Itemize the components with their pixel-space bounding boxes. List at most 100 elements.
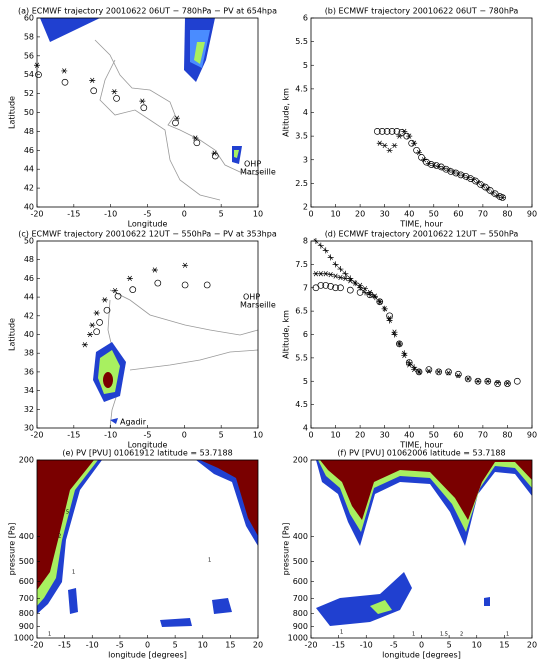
contour-label: 1 bbox=[412, 632, 415, 638]
x-tick-label: 20 bbox=[355, 431, 365, 440]
x-tick-label: 0 bbox=[145, 641, 150, 650]
y-tick-label: 4.5 bbox=[295, 84, 308, 93]
marker-circle bbox=[61, 78, 69, 86]
x-tick-label: -15 bbox=[332, 641, 345, 650]
x-tick-label: -15 bbox=[58, 641, 71, 650]
y-tick-label: 40 bbox=[24, 330, 34, 339]
x-tick-label: 0 bbox=[308, 210, 313, 219]
marker-star bbox=[386, 147, 393, 153]
marker-star bbox=[376, 299, 383, 305]
pv-blob bbox=[194, 42, 205, 64]
marker-star bbox=[342, 275, 349, 282]
marker-circle bbox=[393, 128, 401, 135]
marker-plus bbox=[322, 247, 329, 254]
coastline bbox=[129, 349, 259, 371]
y-tick-label: 800 bbox=[19, 609, 34, 618]
marker-circle bbox=[405, 359, 413, 366]
x-tick-label: 90 bbox=[527, 210, 537, 219]
marker-star bbox=[139, 98, 146, 104]
contour-label: 1 bbox=[48, 632, 51, 638]
pv-region bbox=[212, 598, 232, 614]
marker-circle bbox=[90, 87, 98, 95]
y-tick-label: 44 bbox=[24, 165, 34, 174]
marker-circle bbox=[193, 139, 201, 147]
y-tick-label: 5 bbox=[303, 61, 308, 70]
marker-circle bbox=[317, 282, 325, 289]
y-tick-label: 40 bbox=[24, 203, 34, 212]
marker-star bbox=[381, 142, 388, 149]
y-axis-label: pressure [Pa] bbox=[8, 523, 17, 576]
plot-frame bbox=[310, 17, 533, 208]
marker-star bbox=[332, 273, 339, 279]
contour-f-fill bbox=[316, 460, 532, 626]
y-tick-label: 60 bbox=[24, 14, 34, 23]
pv-region bbox=[320, 460, 532, 520]
y-tick-label: 3.5 bbox=[295, 132, 308, 141]
plot-frame bbox=[36, 240, 259, 429]
marker-plus bbox=[312, 238, 319, 244]
marker-star bbox=[101, 297, 108, 303]
marker-circle bbox=[346, 286, 354, 294]
plot-frame bbox=[310, 240, 533, 429]
x-tick-label: 20 bbox=[355, 210, 365, 219]
chart-title: (b) ECMWF trajectory 20010622 06UT − 780… bbox=[325, 7, 519, 16]
x-tick-label: -5 bbox=[116, 641, 124, 650]
y-tick-label: 4 bbox=[303, 424, 308, 433]
y-axis-label: Altitude, km bbox=[282, 88, 291, 137]
x-tick-label: -20 bbox=[304, 641, 317, 650]
y-tick-label: 8 bbox=[303, 237, 308, 246]
pv-blob bbox=[110, 418, 118, 424]
marker-star bbox=[151, 267, 158, 273]
y-tick-label: 2.5 bbox=[295, 179, 308, 188]
x-axis-label: longitude [degrees] bbox=[382, 651, 461, 660]
marker-star bbox=[192, 135, 199, 141]
marker-circle bbox=[454, 370, 462, 378]
y-tick-label: 30 bbox=[24, 424, 34, 433]
marker-circle bbox=[332, 284, 339, 292]
marker-star bbox=[470, 176, 477, 183]
y-tick-label: 36 bbox=[24, 367, 34, 376]
pv-region bbox=[370, 600, 392, 614]
marker-plus bbox=[327, 254, 334, 261]
y-tick-label: 4.5 bbox=[295, 400, 308, 409]
marker-circle bbox=[386, 312, 393, 320]
y-axis-label: pressure [Pa] bbox=[282, 523, 291, 576]
marker-circle bbox=[129, 286, 137, 293]
y-tick-label: 4 bbox=[303, 108, 308, 117]
marker-star bbox=[362, 286, 369, 292]
y-tick-label: 200 bbox=[19, 456, 34, 465]
marker-star bbox=[173, 115, 180, 121]
chart-title: (a) ECMWF trajectory 20010622 06UT − 780… bbox=[18, 7, 277, 16]
x-tick-label: 10 bbox=[472, 641, 482, 650]
y-tick-label: 44 bbox=[24, 293, 34, 302]
coastline bbox=[99, 59, 221, 201]
marker-star bbox=[411, 140, 418, 146]
y-tick-label: 7 bbox=[303, 283, 308, 292]
contour-label: 1 bbox=[72, 570, 75, 576]
x-tick-label: -10 bbox=[360, 641, 373, 650]
marker-star bbox=[504, 380, 511, 386]
marker-plus bbox=[337, 266, 344, 273]
marker-star bbox=[391, 142, 398, 149]
marker-star bbox=[81, 342, 88, 348]
contour-label: 1 bbox=[208, 558, 211, 564]
x-tick-label: 80 bbox=[502, 210, 512, 219]
marker-star bbox=[479, 183, 486, 189]
marker-star bbox=[126, 275, 133, 282]
contour-label: 1.5 bbox=[440, 632, 448, 638]
x-tick-label: 0 bbox=[308, 431, 313, 440]
y-axis-label: Altitude, km bbox=[282, 310, 291, 359]
y-tick-label: 48 bbox=[24, 255, 34, 264]
marker-star bbox=[391, 329, 398, 335]
marker-star bbox=[111, 89, 118, 95]
x-axis-label: longitude [degrees] bbox=[108, 651, 187, 660]
chart-title: (d) ECMWF trajectory 20010622 12UT − 550… bbox=[325, 230, 519, 239]
pv-region bbox=[68, 588, 78, 614]
marker-star bbox=[494, 193, 501, 199]
chart-title: (c) ECMWF trajectory 20010622 12UT − 550… bbox=[18, 230, 277, 239]
x-tick-label: 60 bbox=[453, 210, 463, 219]
pv-region bbox=[316, 572, 412, 626]
annotation: Agadir bbox=[120, 418, 147, 427]
marker-star bbox=[352, 280, 359, 286]
y-tick-label: 46 bbox=[24, 146, 34, 155]
